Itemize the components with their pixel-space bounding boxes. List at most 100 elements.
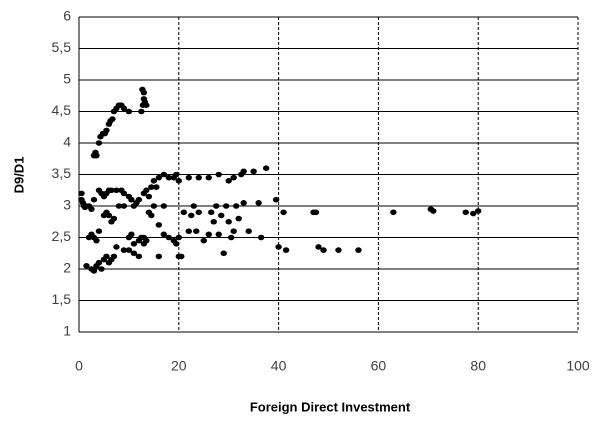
point (95, 228, 103, 234)
point (165, 174, 173, 181)
point (95, 140, 103, 146)
x-tick-label: 100 (566, 358, 590, 374)
point (190, 203, 197, 209)
point (145, 193, 153, 200)
x-tick-label: 20 (171, 358, 187, 374)
point (95, 259, 103, 266)
x-tick-label: 60 (371, 358, 387, 374)
point (160, 171, 168, 178)
point (215, 231, 222, 238)
point (218, 212, 225, 219)
point (223, 203, 230, 209)
point (128, 196, 135, 203)
point (272, 196, 280, 203)
y-tick-label: 1,5 (52, 291, 72, 307)
point (155, 174, 163, 181)
point (390, 209, 397, 216)
y-axis-label: D9/D1 (11, 157, 26, 194)
point (175, 234, 182, 241)
point (98, 266, 105, 272)
point (105, 212, 113, 219)
point (225, 218, 232, 225)
point (83, 263, 90, 269)
point (208, 209, 215, 216)
point (240, 200, 247, 206)
point (200, 237, 207, 244)
point (193, 228, 200, 234)
point (165, 234, 173, 241)
point (88, 206, 95, 212)
point (250, 168, 257, 175)
point (195, 174, 202, 181)
point (227, 234, 235, 241)
point (109, 116, 116, 122)
point (113, 187, 120, 194)
y-tick-label: 4 (63, 134, 71, 150)
point (280, 209, 287, 216)
point (470, 210, 477, 217)
point (143, 187, 150, 194)
point (315, 244, 322, 250)
point (115, 203, 123, 209)
y-tick-label: 2,5 (52, 228, 72, 244)
point (120, 105, 128, 112)
point (103, 253, 110, 260)
point (78, 190, 85, 197)
point (180, 209, 187, 216)
point (155, 222, 163, 228)
point (282, 247, 290, 253)
point (110, 215, 118, 222)
x-tick-label: 0 (75, 358, 83, 374)
point (93, 152, 100, 159)
point (430, 208, 437, 214)
point (335, 247, 342, 253)
x-tick-label: 40 (271, 358, 287, 374)
y-tick-label: 4,5 (52, 102, 72, 118)
point (237, 171, 245, 178)
point (110, 253, 118, 260)
point (257, 234, 265, 241)
y-tick-label: 5,5 (52, 39, 72, 55)
point (135, 253, 143, 260)
point (93, 237, 100, 244)
point (103, 127, 110, 134)
point (215, 171, 222, 178)
point (232, 203, 240, 209)
point (148, 184, 155, 190)
point (120, 247, 128, 253)
y-tick-label: 6 (63, 8, 71, 24)
point (120, 203, 128, 209)
point (138, 108, 145, 115)
point (108, 187, 115, 194)
point (125, 247, 133, 253)
point (140, 241, 148, 247)
point (205, 174, 212, 181)
point (130, 250, 138, 257)
point (175, 178, 182, 184)
point (113, 244, 120, 250)
point (150, 203, 158, 209)
point (213, 203, 220, 209)
point (160, 231, 168, 238)
point (173, 171, 180, 178)
point (175, 253, 182, 260)
point (320, 247, 327, 253)
point (230, 174, 237, 181)
point (148, 212, 155, 219)
point (130, 241, 138, 247)
point (90, 196, 98, 203)
x-axis-label: Foreign Direct Investment (250, 399, 411, 414)
y-tick-label: 2 (63, 260, 71, 276)
point (128, 231, 135, 238)
point (462, 209, 469, 216)
point (255, 200, 262, 206)
point (220, 250, 227, 257)
y-tick-label: 5 (63, 71, 71, 87)
point (355, 247, 362, 253)
point (225, 178, 232, 184)
point (135, 196, 143, 203)
point (155, 253, 163, 260)
point (230, 228, 237, 234)
point (210, 218, 217, 225)
